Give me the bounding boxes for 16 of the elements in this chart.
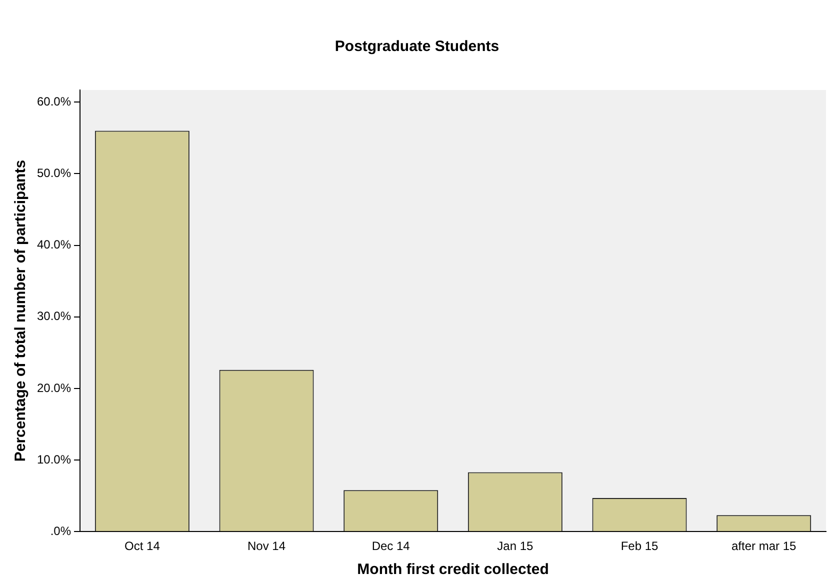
y-tick-label: 30.0% (36, 309, 72, 324)
y-tick-label: 20.0% (36, 380, 72, 395)
x-tick-label: Oct 14 (124, 539, 160, 554)
x-tick-label: Dec 14 (372, 539, 410, 554)
x-tick-label: Feb 15 (620, 539, 659, 554)
x-tick-label: after mar 15 (731, 539, 797, 554)
y-tick-label: 60.0% (36, 94, 72, 108)
y-tick-label: .0% (50, 524, 72, 538)
y-tick-label: 40.0% (36, 238, 72, 252)
x-tick-label: Nov 14 (248, 539, 286, 554)
y-tick-label: 10.0% (36, 452, 72, 466)
chart-title: Postgraduate Students (334, 38, 500, 56)
x-tick-label: Jan 15 (497, 539, 534, 554)
y-tick-label: 50.0% (36, 166, 72, 180)
y-axis-title: Percentage of total number of participants (12, 160, 30, 462)
x-axis-title: Month first credit collected (357, 561, 549, 578)
